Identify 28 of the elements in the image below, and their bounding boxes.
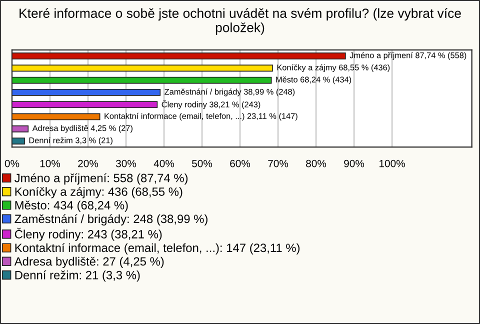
legend-label: Kontaktní informace (email, telefon, ...): 147 (23,11 %) [15,243,300,254]
data-label: Zaměstnání / brigády 38,99 % (248) [164,88,295,96]
x-tick-label: 100% [380,160,405,168]
x-tick-label: 70% [268,160,288,168]
legend-label: Koníčky a zájmy: 436 (68,55 %) [15,187,182,198]
x-tick-label: 0% [4,160,20,168]
legend-label: Jméno a příjmení: 558 (87,74 %) [14,173,188,185]
data-label: Kontaktní informace (email, telefon, ...) 23,11 % (147) [104,112,298,121]
data-label: Adresa bydliště 4,25 % (27) [32,125,132,133]
legend-label: Adresa bydliště: 27 (4,25 %) [14,256,164,268]
x-tick-label: 20% [78,160,98,168]
x-tick-label: 60% [230,160,250,168]
x-tick-label: 50% [192,160,212,168]
data-label: Jméno a příjmení 87,74 % (558) [350,52,466,60]
chart-title: Které informace o sobě jste ochotni uvádět na svém profilu? (lze vybrat více položek) [20,8,461,35]
x-tick-label: 10% [40,160,60,168]
legend-label: Denní režim: 21 (3,3 %) [15,270,140,282]
data-label: Členy rodiny 38,21 % (243) [162,100,260,109]
legend-label: Zaměstnání / brigády: 248 (38,99 %) [14,214,208,226]
x-tick-label: 80% [306,160,326,168]
data-label: Město 68,24 % (434) [276,76,352,84]
x-tick-label: 40% [154,160,174,168]
x-tick-label: 30% [116,160,136,168]
data-label: Koníčky a zájmy 68,55 % (436) [277,64,390,72]
legend-label: Členy rodiny: 243 (38,21 %) [14,228,162,241]
data-label: Denní režim 3,3 % (21) [29,137,112,145]
x-tick-label: 90% [344,160,364,168]
legend-label: Město: 434 (68,24 %) [15,200,128,212]
